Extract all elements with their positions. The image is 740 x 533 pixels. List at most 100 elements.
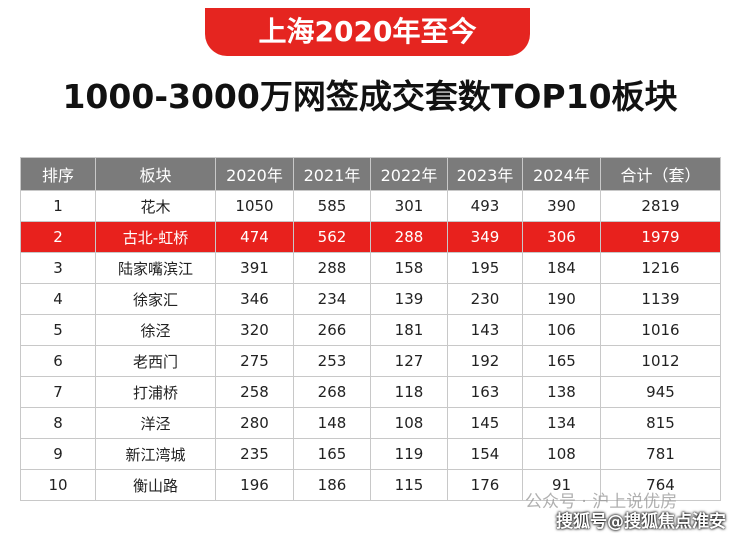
- watermark: 搜狐号@搜狐焦点淮安站: [556, 512, 726, 532]
- table-cell: 275: [215, 345, 294, 377]
- table-cell: 10: [20, 469, 96, 501]
- title: 1000-3000万网签成交套数TOP10板块: [62, 77, 678, 116]
- table-cell: 花木: [95, 190, 216, 222]
- table-cell: 1050: [215, 190, 294, 222]
- table-cell: 163: [447, 376, 523, 408]
- table-cell: 134: [522, 407, 601, 439]
- table-cell: 190: [522, 283, 601, 315]
- table-cell: 562: [293, 221, 371, 253]
- table-cell: 181: [370, 314, 448, 346]
- table-cell: 230: [447, 283, 523, 315]
- table-cell: 1012: [600, 345, 721, 377]
- table-cell: 1: [20, 190, 96, 222]
- table-cell: 781: [600, 438, 721, 470]
- table-cell: 139: [370, 283, 448, 315]
- table-cell: 108: [370, 407, 448, 439]
- table-cell: 徐家汇: [95, 283, 216, 315]
- header-row: 排序 板块 2020年 2021年 2022年 2023年 2024年 合计（套）: [20, 157, 721, 191]
- table-cell: 5: [20, 314, 96, 346]
- table-cell: 127: [370, 345, 448, 377]
- table-cell: 2: [20, 221, 96, 253]
- table-cell: 108: [522, 438, 601, 470]
- table-cell: 234: [293, 283, 371, 315]
- table-cell: 106: [522, 314, 601, 346]
- column-header: 2024年: [522, 157, 601, 191]
- table-cell: 474: [215, 221, 294, 253]
- table-cell: 洋泾: [95, 407, 216, 439]
- table-cell: 301: [370, 190, 448, 222]
- table-cell: 打浦桥: [95, 376, 216, 408]
- table-cell: 165: [522, 345, 601, 377]
- table-cell: 288: [370, 221, 448, 253]
- table-row: 6 老西门 275 253 127 192 165 1012: [20, 345, 721, 377]
- table-cell: 158: [370, 252, 448, 284]
- table-cell: 新江湾城: [95, 438, 216, 470]
- table-cell: 349: [447, 221, 523, 253]
- table-cell: 186: [293, 469, 371, 501]
- table-row: 7 打浦桥 258 268 118 163 138 945: [20, 376, 721, 408]
- table-row: 10 衡山路 196 186 115 176 91 764: [20, 469, 721, 501]
- table-cell: 徐泾: [95, 314, 216, 346]
- table-cell: 148: [293, 407, 371, 439]
- table-body: 1 花木 1050 585 301 493 390 2819 2 古北-虹桥 474 562 288 34…: [20, 190, 721, 501]
- data-table: 排序 板块 2020年 2021年 2022年 2023年 2024年 合计（套） 1 花木 10…: [20, 157, 721, 501]
- table-cell: 346: [215, 283, 294, 315]
- table-cell: 390: [522, 190, 601, 222]
- table-cell: 衡山路: [95, 469, 216, 501]
- column-header: 2021年: [293, 157, 371, 191]
- table-cell: 268: [293, 376, 371, 408]
- column-header: 2023年: [447, 157, 523, 191]
- table-cell: 258: [215, 376, 294, 408]
- table-row: 5 徐泾 320 266 181 143 106 1016: [20, 314, 721, 346]
- table-cell: 945: [600, 376, 721, 408]
- column-header: 合计（套）: [600, 157, 721, 191]
- column-header: 板块: [95, 157, 216, 191]
- table-cell: 192: [447, 345, 523, 377]
- table-cell: 253: [293, 345, 371, 377]
- table-cell: 6: [20, 345, 96, 377]
- table-cell: 143: [447, 314, 523, 346]
- table-cell: 9: [20, 438, 96, 470]
- table-cell: 391: [215, 252, 294, 284]
- table-cell: 118: [370, 376, 448, 408]
- table-cell: 1139: [600, 283, 721, 315]
- table-cell: 91: [522, 469, 601, 501]
- table-cell: 1016: [600, 314, 721, 346]
- table-row: 1 花木 1050 585 301 493 390 2819: [20, 190, 721, 222]
- table-row: 4 徐家汇 346 234 139 230 190 1139: [20, 283, 721, 315]
- table-cell: 585: [293, 190, 371, 222]
- table-cell: 陆家嘴滨江: [95, 252, 216, 284]
- table-cell: 3: [20, 252, 96, 284]
- table-cell: 196: [215, 469, 294, 501]
- table-cell: 老西门: [95, 345, 216, 377]
- table-row: 8 洋泾 280 148 108 145 134 815: [20, 407, 721, 439]
- table-cell: 320: [215, 314, 294, 346]
- table-cell: 235: [215, 438, 294, 470]
- table-cell: 815: [600, 407, 721, 439]
- watermark: 公众号 · 沪上说优房: [525, 492, 678, 512]
- column-header: 2022年: [370, 157, 448, 191]
- table-cell: 7: [20, 376, 96, 408]
- table-cell: 154: [447, 438, 523, 470]
- table-cell: 195: [447, 252, 523, 284]
- table-cell: 115: [370, 469, 448, 501]
- table-cell: 266: [293, 314, 371, 346]
- table-row: 2 古北-虹桥 474 562 288 349 306 1979: [20, 221, 721, 253]
- table-cell: 288: [293, 252, 371, 284]
- table-cell: 280: [215, 407, 294, 439]
- table-cell: 184: [522, 252, 601, 284]
- table-cell: 306: [522, 221, 601, 253]
- table-row: 3 陆家嘴滨江 391 288 158 195 184 1216: [20, 252, 721, 284]
- table-cell: 764: [600, 469, 721, 501]
- table-cell: 2819: [600, 190, 721, 222]
- column-header: 2020年: [215, 157, 294, 191]
- table-cell: 1979: [600, 221, 721, 253]
- table-cell: 古北-虹桥: [95, 221, 216, 253]
- table-cell: 4: [20, 283, 96, 315]
- table-cell: 176: [447, 469, 523, 501]
- table-row: 9 新江湾城 235 165 119 154 108 781: [20, 438, 721, 470]
- banner: 上海2020年至今: [205, 8, 530, 56]
- table-cell: 145: [447, 407, 523, 439]
- table-cell: 493: [447, 190, 523, 222]
